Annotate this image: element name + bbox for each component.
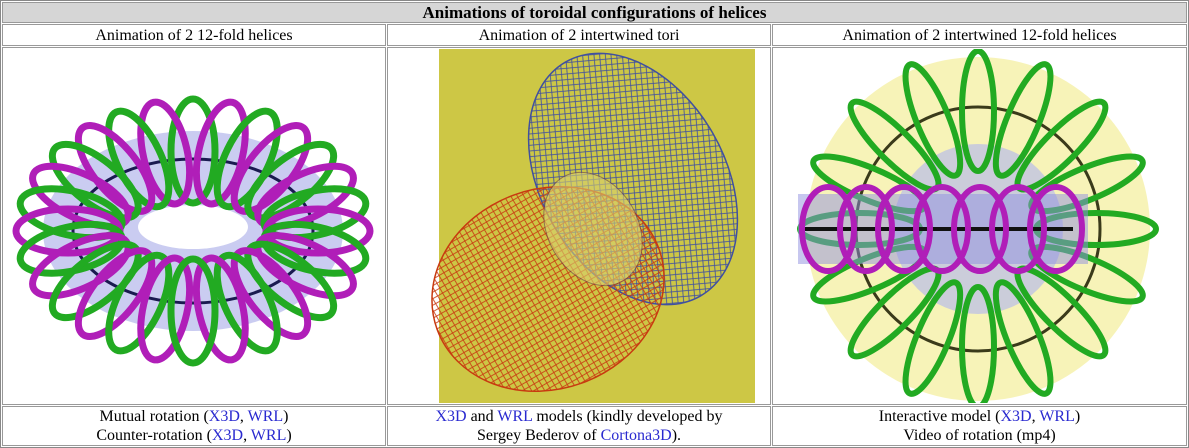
column-header: Animation of 2 12-fold helices bbox=[2, 24, 386, 46]
intertwined-tori-image bbox=[388, 49, 768, 403]
caption-line: Counter-rotation (X3D, WRL) bbox=[3, 426, 385, 445]
caption-line: Interactive model (X3D, WRL) bbox=[773, 407, 1186, 426]
caption-link[interactable]: X3D bbox=[212, 427, 243, 444]
caption-text: ). bbox=[672, 427, 681, 444]
shape bbox=[138, 205, 248, 249]
caption-link[interactable]: Cortona3D bbox=[601, 427, 672, 444]
caption-cell: Mutual rotation (X3D, WRL)Counter-rotati… bbox=[2, 406, 386, 446]
caption-line: Video of rotation (mp4) bbox=[773, 426, 1186, 445]
caption-text: Mutual rotation ( bbox=[99, 408, 208, 425]
column-header: Animation of 2 intertwined 12-fold helic… bbox=[772, 24, 1187, 46]
caption-link[interactable]: WRL bbox=[251, 427, 287, 444]
caption-text: ) bbox=[286, 427, 291, 444]
column-header: Animation of 2 intertwined tori bbox=[387, 24, 771, 46]
intertwined-helices-image bbox=[773, 49, 1189, 403]
animation-table: Animations of toroidal configurations of… bbox=[0, 0, 1189, 448]
caption-link[interactable]: WRL bbox=[248, 408, 284, 425]
caption-text: Video of rotation (mp4) bbox=[903, 427, 1055, 444]
caption-text: Counter-rotation ( bbox=[96, 427, 212, 444]
caption-link[interactable]: X3D bbox=[209, 408, 240, 425]
caption-link[interactable]: WRL bbox=[1039, 408, 1075, 425]
caption-line: X3D and WRL models (kindly developed by bbox=[388, 407, 770, 426]
caption-text: , bbox=[240, 408, 248, 425]
table-title: Animations of toroidal configurations of… bbox=[2, 2, 1187, 23]
caption-text: ) bbox=[283, 408, 288, 425]
caption-text: models (kindly developed by bbox=[532, 408, 722, 425]
caption-line: Sergey Bederov of Cortona3D). bbox=[388, 426, 770, 445]
caption-text: ) bbox=[1075, 408, 1080, 425]
image-cell bbox=[387, 47, 771, 405]
caption-link[interactable]: X3D bbox=[435, 408, 466, 425]
image-cell bbox=[2, 47, 386, 405]
caption-cell: Interactive model (X3D, WRL)Video of rot… bbox=[772, 406, 1187, 446]
caption-text: and bbox=[467, 408, 498, 425]
caption-link[interactable]: X3D bbox=[1001, 408, 1032, 425]
image-cell bbox=[772, 47, 1187, 405]
caption-text: , bbox=[243, 427, 251, 444]
caption-link[interactable]: WRL bbox=[497, 408, 532, 425]
caption-text: Sergey Bederov of bbox=[477, 427, 601, 444]
helices-torus-image bbox=[3, 49, 383, 403]
caption-line: Mutual rotation (X3D, WRL) bbox=[3, 407, 385, 426]
caption-text: Interactive model ( bbox=[879, 408, 1001, 425]
